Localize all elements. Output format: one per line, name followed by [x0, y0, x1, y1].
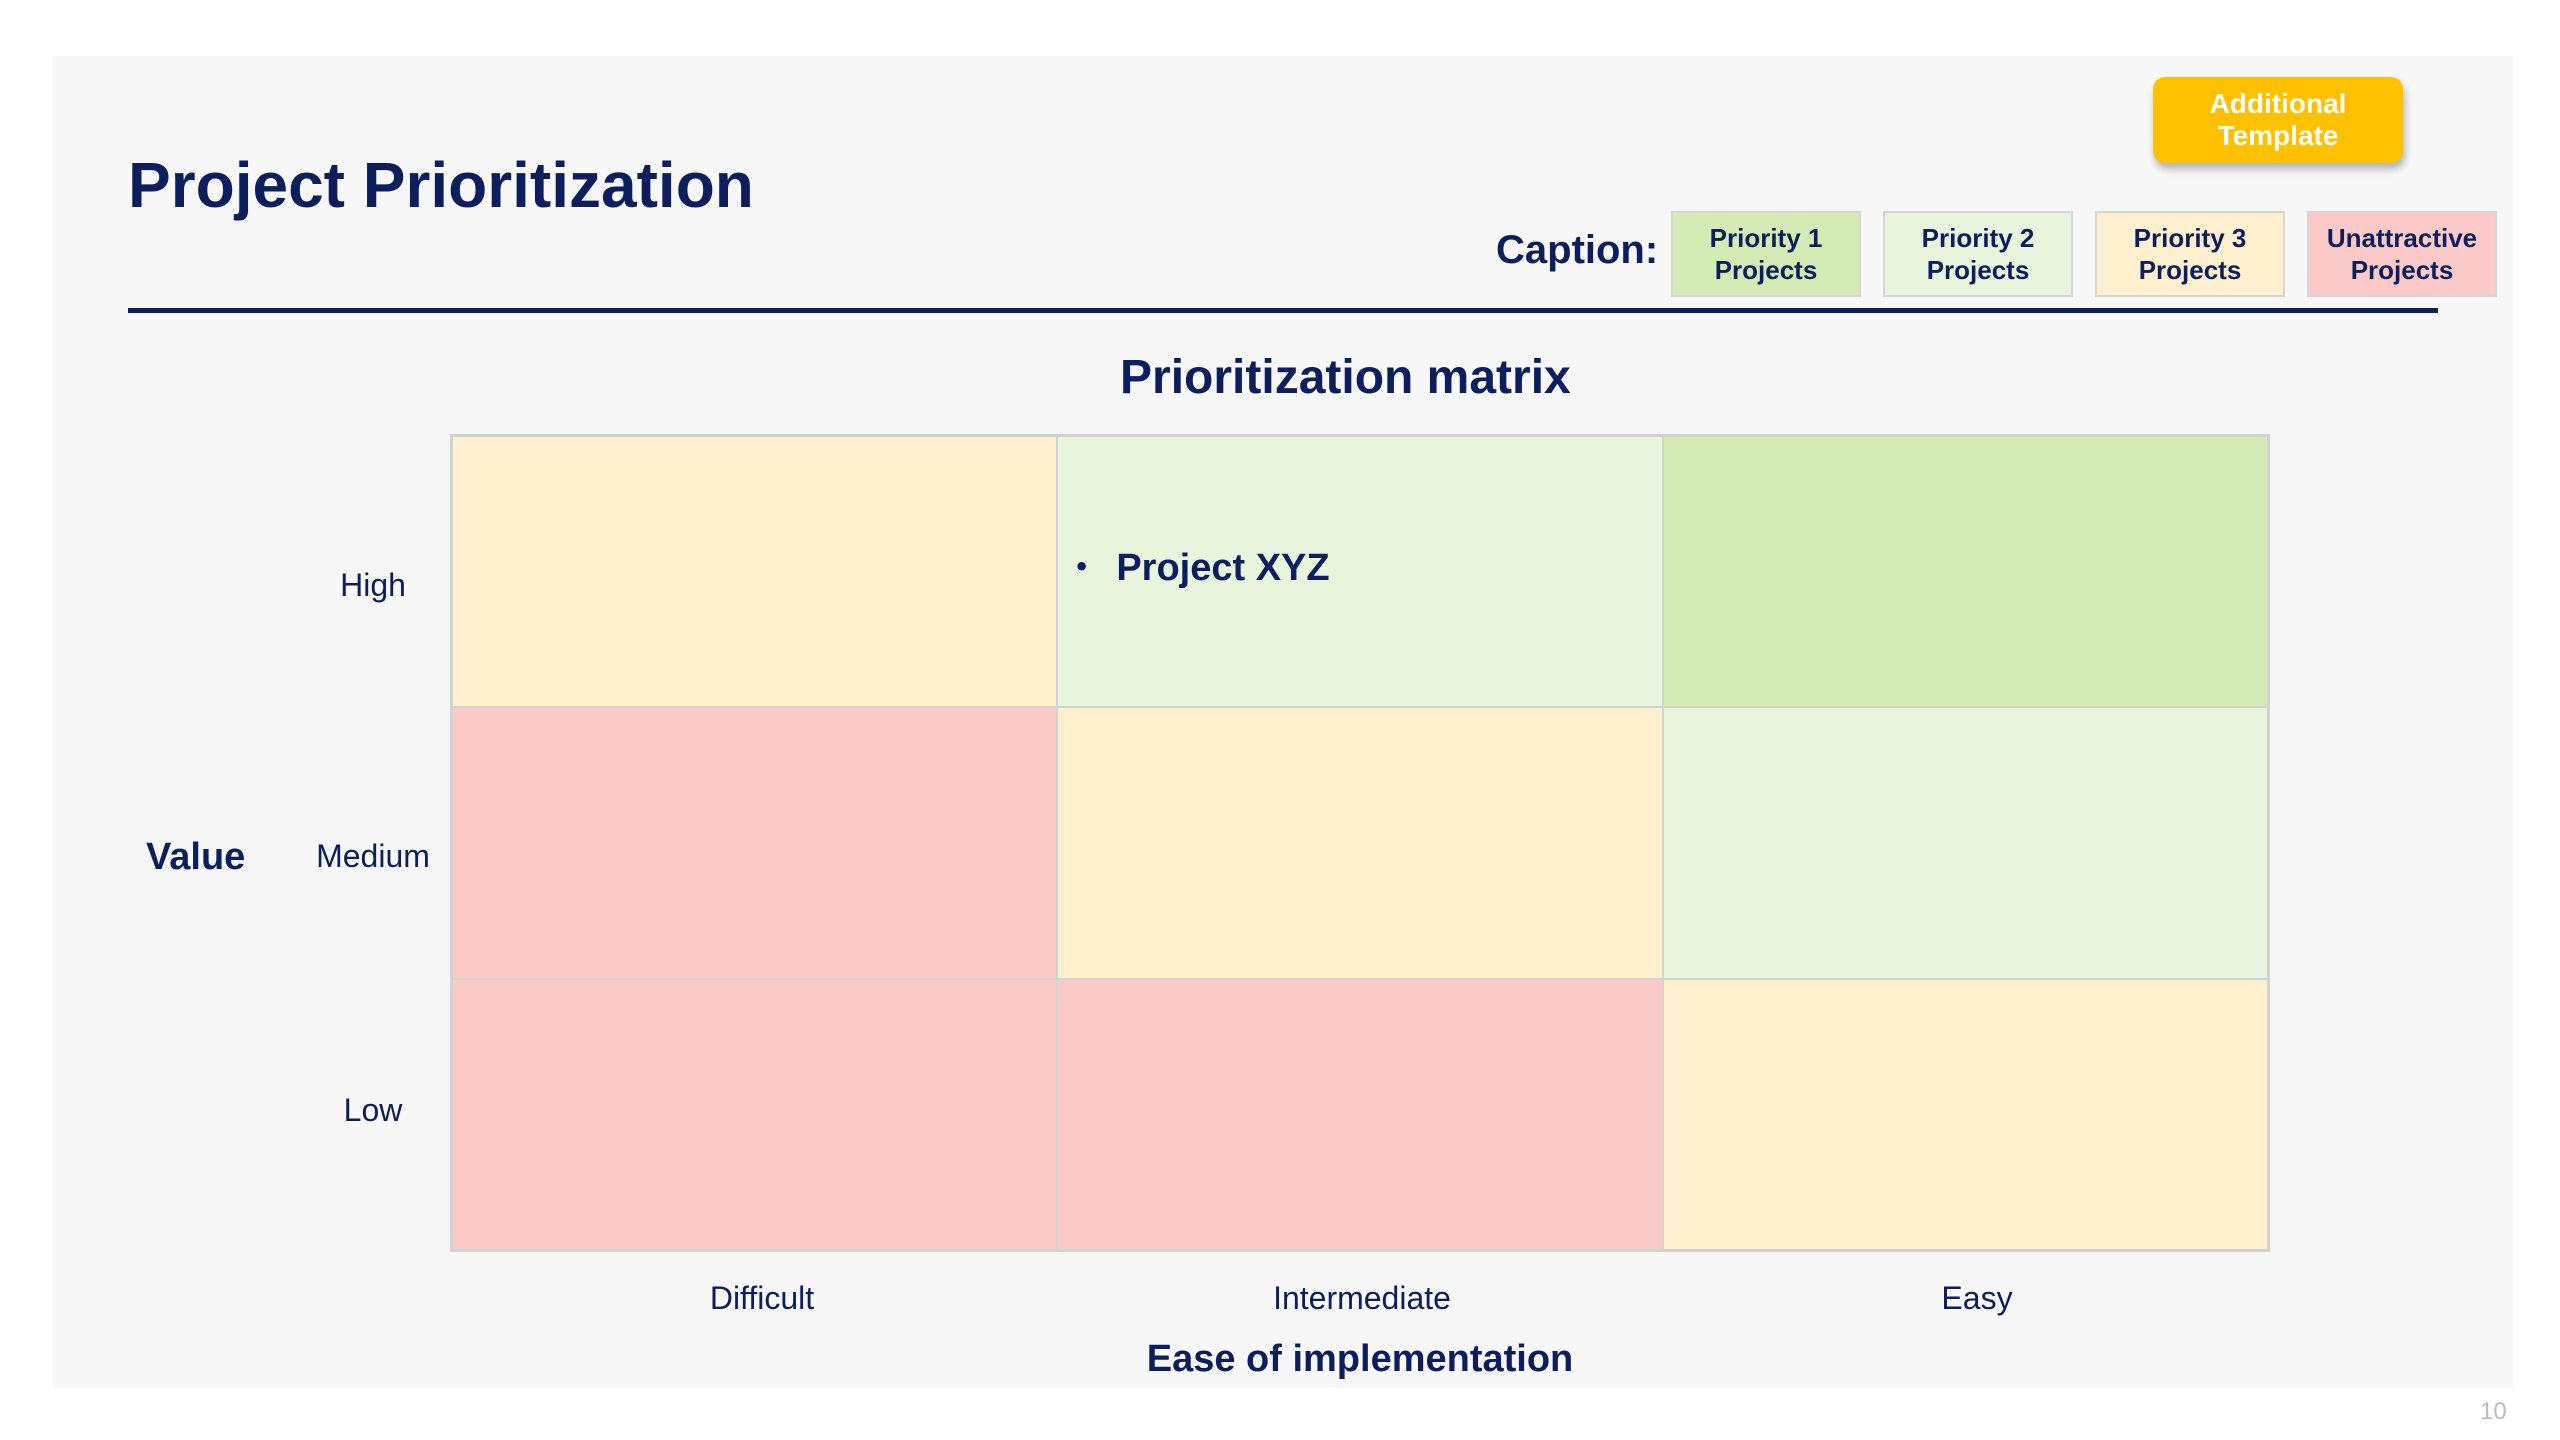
cell-low-intermediate [1057, 978, 1663, 1250]
legend-priority-3: Priority 3 Projects [2095, 211, 2285, 297]
caption-label: Caption: [1496, 228, 1659, 272]
legend-priority-2: Priority 2 Projects [1883, 211, 2073, 297]
column-label-difficult: Difficult [709, 1280, 815, 1316]
cell-medium-difficult [452, 707, 1058, 979]
prioritization-matrix: Project XYZ [450, 434, 2270, 1252]
cell-high-intermediate: Project XYZ [1057, 436, 1663, 708]
cell-medium-easy [1662, 707, 2268, 979]
page-number: 10 [2480, 1398, 2507, 1425]
cell-high-difficult [452, 436, 1058, 708]
column-label-easy: Easy [1941, 1280, 2013, 1316]
column-label-intermediate: Intermediate [1273, 1280, 1451, 1316]
legend-priority-1: Priority 1 Projects [1671, 211, 1861, 297]
cell-medium-intermediate [1057, 707, 1663, 979]
row-label-high: High [340, 567, 406, 603]
matrix-title: Prioritization matrix [1120, 351, 1571, 404]
page-title: Project Prioritization [128, 149, 754, 221]
legend-unattractive: Unattractive Projects [2307, 211, 2497, 297]
row-label-medium: Medium [316, 838, 430, 874]
cell-high-easy [1662, 436, 2268, 708]
cell-low-difficult [452, 978, 1058, 1250]
y-axis-title: Value [146, 836, 246, 878]
title-divider [128, 308, 2438, 313]
project-item[interactable]: Project XYZ [1076, 547, 1329, 590]
cell-low-easy [1662, 978, 2268, 1250]
x-axis-title: Ease of implementation [1146, 1338, 1574, 1380]
additional-template-button[interactable]: Additional Template [2153, 77, 2403, 163]
row-label-low: Low [343, 1092, 403, 1128]
